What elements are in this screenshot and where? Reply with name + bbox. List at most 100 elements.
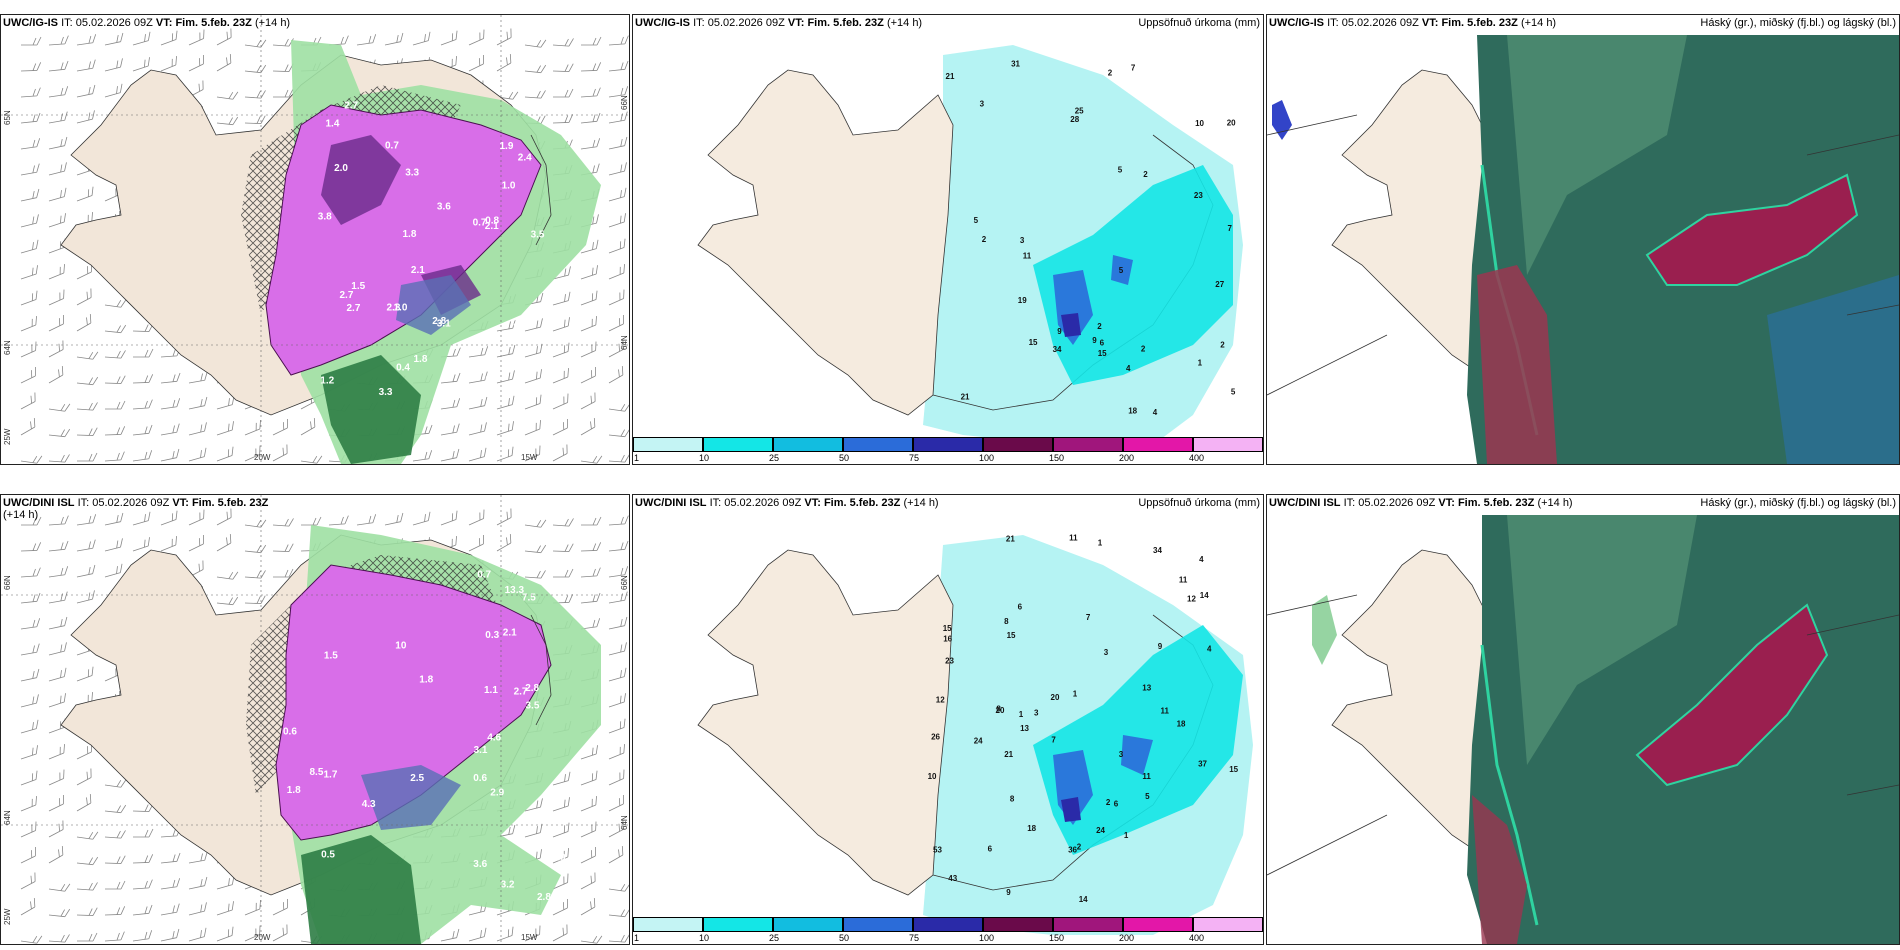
wind-barb bbox=[48, 403, 71, 412]
precip-value-label: 1.8 bbox=[414, 354, 428, 365]
precip-value-label: 20 bbox=[1051, 693, 1060, 702]
wind-barb bbox=[272, 924, 288, 942]
precip-value-label: 5 bbox=[974, 216, 979, 225]
wind-barb bbox=[104, 538, 123, 552]
precip-value-label: 1.0 bbox=[552, 852, 566, 863]
precip-purple-core bbox=[321, 135, 481, 315]
wind-barb bbox=[48, 340, 64, 358]
mid-cloud-core bbox=[1645, 173, 1859, 286]
wind-barb bbox=[77, 452, 98, 462]
wind-barb bbox=[20, 770, 38, 786]
precip-value-label: 3.3 bbox=[379, 387, 393, 398]
wind-barb bbox=[48, 693, 66, 708]
wind-barb bbox=[216, 28, 232, 46]
precip-value-label: 3.5 bbox=[531, 230, 545, 241]
precip-value-label: 7 bbox=[1131, 63, 1136, 72]
precip-value-label: 1.8 bbox=[403, 229, 417, 240]
colorbar-label: 150 bbox=[1049, 453, 1065, 463]
wind-barb bbox=[580, 138, 601, 150]
panel-right-title: Háský (gr.), miðský (fj.bl.) og lágský (… bbox=[1700, 17, 1896, 29]
wind-barb bbox=[20, 87, 41, 98]
precip-value-label: 4.2 bbox=[507, 70, 521, 81]
precip-value-label: 1.7 bbox=[324, 770, 338, 781]
wind-barb bbox=[440, 398, 461, 410]
wind-barb bbox=[608, 213, 626, 228]
wind-barb bbox=[608, 86, 629, 98]
wind-barb bbox=[48, 566, 69, 578]
cloud-patch-blue bbox=[1767, 275, 1899, 464]
wind-barb bbox=[188, 927, 207, 942]
precip-value-label: 53 bbox=[933, 845, 942, 854]
wind-barb bbox=[272, 444, 288, 462]
precip-value-label: 0.6 bbox=[473, 773, 487, 784]
wind-barb bbox=[104, 830, 126, 839]
wind-barb bbox=[104, 451, 125, 462]
precip-value-label: 3.2 bbox=[501, 880, 515, 891]
precip-value-label: 15 bbox=[943, 624, 952, 633]
wind-barb bbox=[20, 719, 39, 734]
colorbar-swatch bbox=[843, 437, 913, 452]
wind-barb bbox=[608, 111, 628, 124]
wind-barb bbox=[20, 542, 42, 552]
wind-barb bbox=[580, 341, 597, 358]
precip-value-label: 13.3 bbox=[505, 585, 525, 596]
precip-value-label: 28 bbox=[1070, 115, 1079, 124]
precip-value-label: 2.4 bbox=[547, 812, 561, 823]
wind-barb bbox=[580, 872, 596, 890]
wind-barb bbox=[552, 393, 569, 410]
precip-value-label: 1 bbox=[1019, 710, 1024, 719]
wind-barb bbox=[132, 904, 153, 916]
wind-barb bbox=[132, 930, 153, 942]
wind-barb bbox=[496, 926, 514, 942]
precip-value-label: 1 bbox=[1098, 539, 1103, 548]
wind-barb bbox=[608, 238, 626, 254]
wind-barb bbox=[300, 418, 316, 436]
wind-barb bbox=[552, 848, 569, 864]
precip-value-label: 2.8 bbox=[432, 316, 446, 327]
precip-value-label: 6 bbox=[1114, 799, 1119, 808]
wind-barb bbox=[552, 543, 574, 552]
wind-barb bbox=[20, 316, 37, 332]
wind-barb bbox=[580, 542, 602, 552]
wind-barb bbox=[216, 534, 232, 552]
precip-colorbar: 1 10 25 50 75 100 150 200 400 bbox=[633, 436, 1263, 464]
wind-barb bbox=[76, 110, 95, 124]
colorbar-swatch bbox=[633, 437, 703, 452]
wind-barb bbox=[468, 346, 489, 358]
precip-value-label: 3.1 bbox=[437, 319, 451, 330]
wind-barb bbox=[76, 514, 97, 526]
wind-barb bbox=[20, 592, 41, 604]
precip-value-label: 31 bbox=[1011, 60, 1020, 69]
precip-value-label: 0.7 bbox=[477, 570, 491, 581]
wind-barb bbox=[524, 318, 543, 332]
wind-barb bbox=[20, 163, 40, 176]
panel-bottom-left: UWC/DINI ISL IT: 05.02.2026 09Z VT: Fim.… bbox=[0, 494, 630, 945]
precip-value-label: 2.7 bbox=[347, 303, 361, 314]
wind-barb bbox=[496, 28, 512, 46]
colorbar-label: 25 bbox=[769, 453, 780, 463]
colorbar-swatch bbox=[983, 917, 1053, 932]
wind-barb bbox=[216, 596, 239, 606]
colorbar-label: 1 bbox=[634, 453, 640, 463]
wind-barb bbox=[608, 718, 626, 734]
wind-barb bbox=[48, 846, 64, 864]
wind-barb bbox=[76, 288, 92, 306]
wind-barb bbox=[412, 511, 431, 526]
wind-barb bbox=[440, 30, 458, 46]
precip-dark bbox=[1061, 313, 1081, 337]
wind-barb bbox=[20, 898, 36, 916]
wind-barb bbox=[104, 804, 127, 814]
wind-barb bbox=[524, 420, 541, 436]
precip-value-label: 27 bbox=[1215, 280, 1224, 289]
wind-barb bbox=[608, 515, 629, 526]
wind-barb bbox=[552, 873, 569, 890]
wind-barb bbox=[608, 162, 627, 176]
wind-barb bbox=[468, 535, 484, 552]
wind-barb bbox=[608, 769, 625, 786]
wind-barb bbox=[496, 395, 515, 410]
wind-barb bbox=[524, 798, 543, 812]
lat-label-right-2: 64N bbox=[620, 815, 629, 830]
wind-barb bbox=[20, 567, 41, 578]
